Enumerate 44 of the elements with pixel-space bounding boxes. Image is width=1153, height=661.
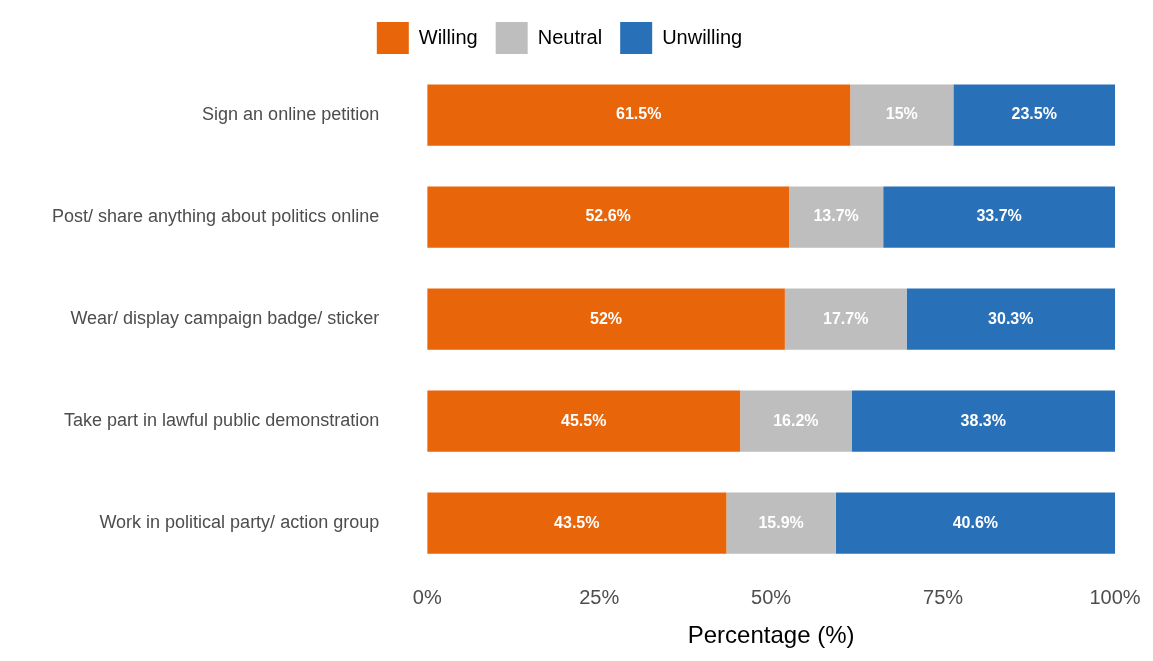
data-label: 45.5% <box>560 411 607 429</box>
bar <box>427 492 727 554</box>
data-label: 15% <box>885 105 918 123</box>
bar <box>883 186 1115 248</box>
x-tick-label: 75% <box>923 585 964 608</box>
data-label: 17.7% <box>823 309 869 327</box>
bar <box>784 288 907 350</box>
data-label: 23.5% <box>1011 105 1057 123</box>
bar <box>835 492 1115 554</box>
data-label: 15.9% <box>758 513 804 531</box>
data-label: 30.3% <box>988 309 1034 327</box>
bar <box>427 186 789 248</box>
data-label: 40.6% <box>952 513 999 531</box>
x-tick-label: 50% <box>751 585 792 608</box>
bar <box>953 84 1115 146</box>
x-axis-title: Percentage (%) <box>687 621 855 649</box>
bar <box>850 84 954 146</box>
data-label: 61.5% <box>616 105 662 123</box>
y-tick-label: Work in political party/ action group <box>99 512 380 533</box>
data-label: 33.7% <box>976 207 1022 225</box>
data-label: 43.5% <box>554 513 600 531</box>
y-tick-label: Wear/ display campaign badge/ sticker <box>70 308 380 329</box>
data-label: 38.3% <box>960 411 1006 429</box>
bar <box>427 288 785 350</box>
bar <box>906 288 1115 350</box>
bar <box>740 390 852 452</box>
x-tick-label: 100% <box>1089 585 1141 608</box>
data-label: 16.2% <box>773 411 819 429</box>
data-label: 52.6% <box>585 207 631 225</box>
legend-label: Unwilling <box>662 25 743 48</box>
bar <box>427 84 851 146</box>
legend-label: Willing <box>418 25 478 48</box>
y-tick-label: Take part in lawful public demonstration <box>64 410 380 431</box>
data-label: 52% <box>590 309 623 327</box>
bar <box>788 186 884 248</box>
bar <box>726 492 836 554</box>
x-tick-label: 0% <box>412 585 442 608</box>
bar <box>851 390 1115 452</box>
legend-label: Neutral <box>537 25 603 48</box>
data-label: 13.7% <box>813 207 859 225</box>
x-tick-label: 25% <box>579 585 620 608</box>
y-tick-label: Post/ share anything about politics online <box>51 206 380 227</box>
bar <box>427 390 741 452</box>
y-tick-label: Sign an online petition <box>202 103 380 124</box>
